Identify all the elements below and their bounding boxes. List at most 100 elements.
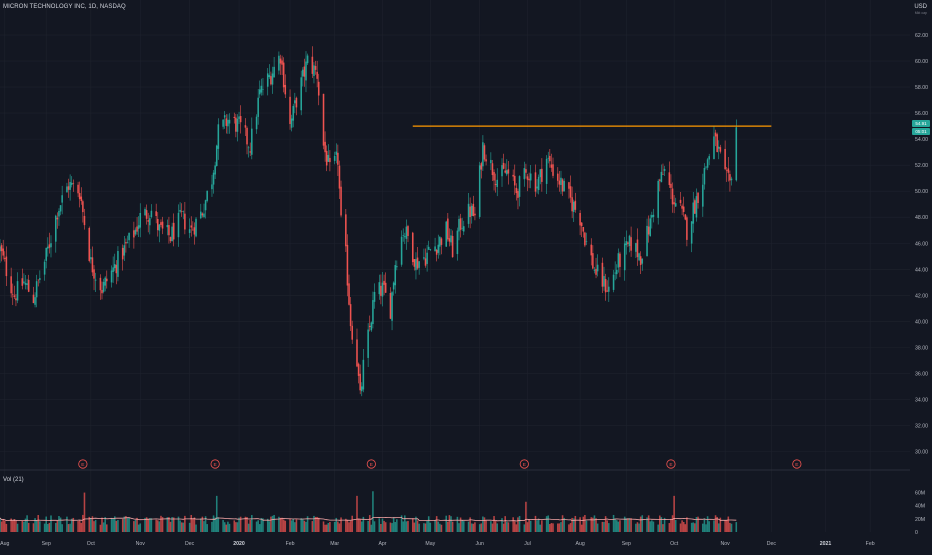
candle-body [156,218,159,231]
candle-body [295,97,298,108]
volume-bar [671,515,674,532]
volume-bar [440,524,443,532]
candle-body [702,184,704,207]
candle-body [674,203,677,207]
candle-body [166,225,169,228]
volume-bar [171,516,173,532]
candle-body [493,172,495,181]
candle-body [255,116,258,130]
candle-body [150,210,153,218]
volume-bar [662,524,664,532]
candle-body [345,214,347,247]
candle-body [582,226,585,232]
volume-bar [695,517,698,532]
candle-body [4,257,6,259]
volume-bar [47,523,49,532]
time-axis[interactable]: Aug Sep Oct Nov Dec 2020 Feb Mar Apr May Jun Jul Aug… [0,541,875,547]
volume-bar [525,501,527,532]
volume-bar [192,519,194,532]
candle-body [32,294,35,304]
volume-bar [5,523,8,532]
symbol-title[interactable]: MICRON TECHNOLOGY INC, 1D, NASDAQ [3,4,126,10]
candle-body [384,282,387,293]
candle-body [356,339,358,367]
candle-body [447,218,449,240]
volume-bar [180,522,183,532]
candle-body [373,291,376,302]
candle-body [490,159,492,164]
candle-body [2,248,4,256]
candle-body [391,292,393,321]
candle-body [504,170,506,173]
volume-bar [478,524,481,532]
candle-body [703,167,706,185]
candle-body [271,73,274,85]
volume-bar [470,523,473,532]
candle-body [172,222,175,240]
volume-bar [43,523,46,532]
volume-bar [368,515,371,532]
time-tick-label: Sep [42,541,51,547]
candle-body [574,200,577,210]
volume-label[interactable]: Vol (21) [3,477,24,483]
volume-bar [461,520,463,532]
candle-body [571,197,573,212]
candle-body [26,283,28,285]
candle-body [169,237,172,242]
volume-bar [70,518,73,532]
volume-bar [396,519,398,532]
candle-body [400,236,403,265]
volume-bar [121,519,124,532]
candle-body [21,278,24,286]
candle-body [427,246,430,250]
volume-bar [179,520,181,532]
candle-body [694,200,696,214]
volume-bar [579,517,581,532]
candle-body [478,165,481,217]
candle-body [67,186,70,190]
volume-bar [139,523,142,532]
volume-bar [4,520,6,532]
candle-body [105,278,108,282]
candle-body [359,373,361,391]
candle-body [160,222,162,226]
volume-bar [490,521,492,532]
volume-bar [536,520,538,532]
candle-body [270,76,272,85]
volume-bar [311,521,314,532]
candle-body [235,117,237,132]
candle-body [560,177,562,185]
currency-label: USD [914,4,927,10]
volume-bar [547,515,550,532]
price-axis[interactable]: 30.00 32.00 34.00 36.00 38.00 40.00 42.00 44.00… [915,33,928,455]
candle-body [719,147,722,152]
candle-body [58,210,60,217]
volume-bar [333,521,336,532]
volume-bar [373,521,376,532]
candle-body [690,221,693,244]
volume-bar [380,524,382,532]
volume-bar [78,520,81,532]
candle-body [615,269,618,275]
volume-bar [360,521,363,532]
volume-bar [251,515,253,532]
candle-body [415,259,417,271]
volume-bar [314,516,317,532]
candle-body [171,226,173,242]
volume-bar [716,516,718,532]
volume-bar [133,521,135,532]
volume-bar [646,517,648,532]
candle-body [416,257,419,269]
volume-bar [528,519,530,532]
candle-body [730,178,733,181]
candle-body [663,168,666,171]
volume-bar [66,516,68,532]
candle-body [641,258,644,264]
candle-body [448,238,451,242]
candle-body [603,276,605,287]
candle-body [117,251,119,277]
candle-body [317,81,320,96]
candle-body [206,190,208,201]
